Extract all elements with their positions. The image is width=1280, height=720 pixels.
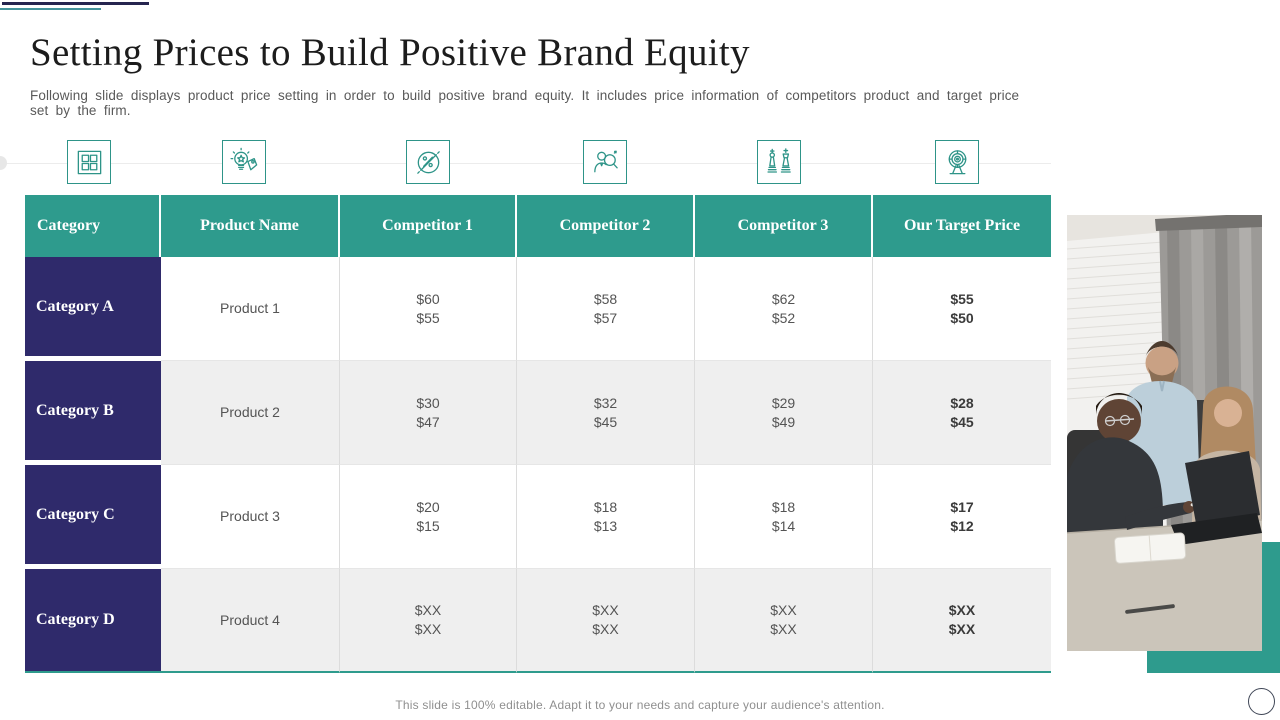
- col-header-competitor-2: Competitor 2: [517, 195, 695, 257]
- category-cell: Category C: [25, 465, 161, 569]
- page-title: Setting Prices to Build Positive Brand E…: [30, 31, 750, 74]
- competitor2-price-cell: $XX $XX: [517, 569, 695, 673]
- competitor3-price-cell: $18 $14: [695, 465, 873, 569]
- price-table: Category Product Name Competitor 1 Compe…: [25, 195, 1051, 673]
- category-cell: Category B: [25, 361, 161, 465]
- competitor1-price-cell: $60 $55: [340, 257, 517, 361]
- target-price-cell: $XX $XX: [873, 569, 1051, 673]
- competitor2-price-cell: $32 $45: [517, 361, 695, 465]
- competitor2-price-cell: $58 $57: [517, 257, 695, 361]
- target-price-cell: $55 $50: [873, 257, 1051, 361]
- product-cell: Product 3: [161, 465, 340, 569]
- target-wheel-icon: [935, 140, 979, 184]
- col-header-competitor-3: Competitor 3: [695, 195, 873, 257]
- left-edge-dot: [0, 156, 7, 170]
- team-photo: [1066, 213, 1263, 651]
- decorative-corner-circle: [1248, 688, 1275, 715]
- product-cell: Product 2: [161, 361, 340, 465]
- slide-subtitle: Following slide displays product price s…: [30, 88, 1020, 118]
- top-accent-line-teal: [0, 8, 101, 10]
- col-header-competitor-1: Competitor 1: [340, 195, 517, 257]
- category-cell: Category D: [25, 569, 161, 673]
- customer-search-icon: [583, 140, 627, 184]
- competitor1-price-cell: $30 $47: [340, 361, 517, 465]
- competitor3-price-cell: $29 $49: [695, 361, 873, 465]
- competitor2-price-cell: $18 $13: [517, 465, 695, 569]
- col-header-target-price: Our Target Price: [873, 195, 1051, 257]
- discount-circle-icon: [406, 140, 450, 184]
- chess-strategy-icon: [757, 140, 801, 184]
- target-price-cell: $17 $12: [873, 465, 1051, 569]
- product-cell: Product 1: [161, 257, 340, 361]
- competitor3-price-cell: $XX $XX: [695, 569, 873, 673]
- category-cell: Category A: [25, 257, 161, 361]
- competitor3-price-cell: $62 $52: [695, 257, 873, 361]
- col-header-product-name: Product Name: [161, 195, 340, 257]
- top-accent-line-navy: [2, 2, 149, 5]
- icon-strip-divider: [0, 163, 1051, 164]
- footer-note: This slide is 100% editable. Adapt it to…: [395, 698, 885, 712]
- window-grid-icon: [67, 140, 111, 184]
- target-price-cell: $28 $45: [873, 361, 1051, 465]
- competitor1-price-cell: $XX $XX: [340, 569, 517, 673]
- col-header-category: Category: [25, 195, 161, 257]
- competitor1-price-cell: $20 $15: [340, 465, 517, 569]
- product-cell: Product 4: [161, 569, 340, 673]
- idea-price-tag-icon: [222, 140, 266, 184]
